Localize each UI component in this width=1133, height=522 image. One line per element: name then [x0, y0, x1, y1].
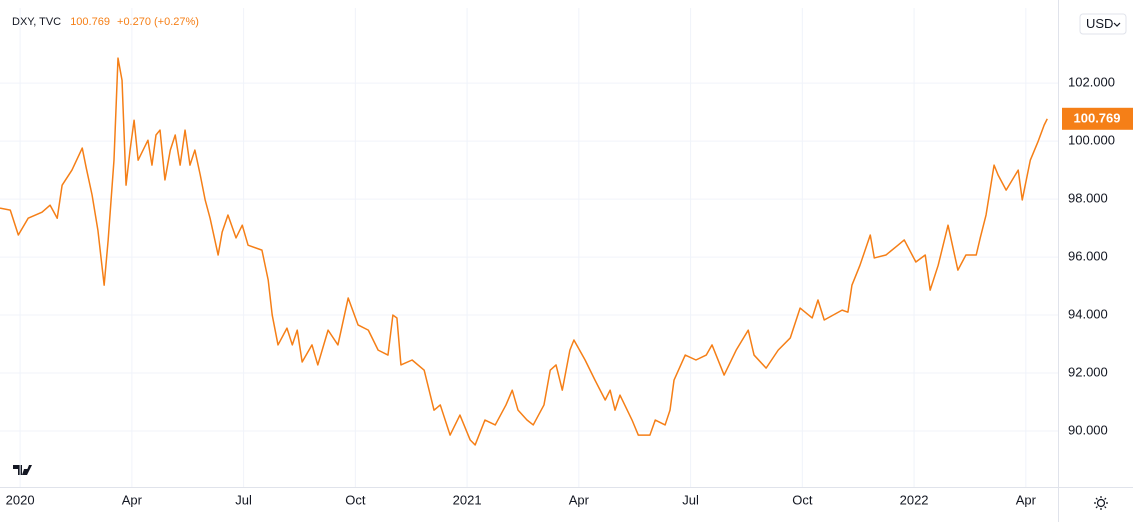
currency-chevron[interactable]	[1113, 22, 1121, 27]
currency-button[interactable]: USD	[1079, 13, 1127, 35]
y-tick-label: 100.000	[1068, 133, 1115, 148]
x-tick-label: Jul	[682, 492, 699, 507]
tv-logo	[13, 465, 32, 475]
x-tick-label: Apr	[569, 492, 590, 507]
legend-change: +0.270 (+0.27%)	[117, 16, 199, 28]
x-tick-label: Oct	[345, 492, 366, 507]
legend-last-value: 100.769	[70, 16, 110, 28]
y-tick-label: 90.000	[1068, 422, 1108, 437]
legend-symbol: DXY, TVC	[12, 16, 61, 28]
plot-area	[0, 8, 1058, 487]
last-price-tag	[1062, 107, 1133, 130]
x-tick-label: Oct	[792, 492, 813, 507]
currency-button-box[interactable]	[1079, 13, 1127, 35]
x-tick-label: 2021	[453, 492, 482, 507]
price-line	[0, 57, 1048, 446]
x-tick-label: Jul	[235, 492, 252, 507]
y-tick-label: 102.000	[1068, 75, 1115, 90]
y-tick-label: 98.000	[1068, 191, 1108, 206]
x-tick-label: 2020	[6, 492, 35, 507]
settings-icon	[1094, 496, 1108, 510]
x-tick-label: Apr	[1016, 492, 1037, 507]
y-tick-label: 94.000	[1068, 306, 1108, 321]
currency-label[interactable]: USD	[1086, 16, 1113, 31]
x-tick-label: 2022	[900, 492, 929, 507]
legend: DXY, TVC 100.769 +0.270 (+0.27%)	[12, 16, 199, 28]
x-tick-label: Apr	[122, 492, 143, 507]
last-price-label: 100.769	[1074, 111, 1121, 126]
y-tick-label: 92.000	[1068, 364, 1108, 379]
y-tick-label: 96.000	[1068, 249, 1108, 264]
